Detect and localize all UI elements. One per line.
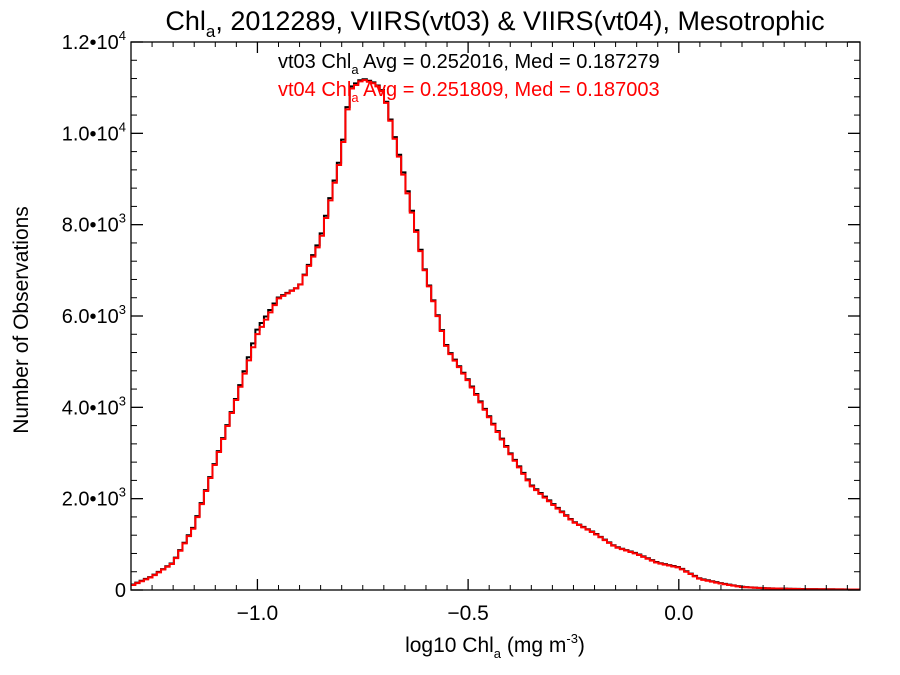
annotation-vt03: vt03 Chla Avg = 0.252016, Med = 0.187279: [278, 51, 660, 77]
series-vt03-line: [131, 78, 860, 591]
chart-title: Chla, 2012289, VIIRS(vt03) & VIIRS(vt04)…: [165, 6, 824, 41]
y-axis-label: Number of Observations: [10, 206, 33, 434]
y-tick-label: 4.0•103: [62, 393, 126, 419]
plot-frame: [130, 41, 861, 591]
x-tick-label: −1.0: [237, 602, 278, 625]
x-tick-label: −0.5: [447, 602, 488, 625]
y-tick-label: 6.0•103: [62, 302, 126, 328]
series-vt04-line: [131, 79, 860, 591]
y-tick-label: 1.2•104: [62, 28, 126, 54]
y-tick-label: 2.0•103: [62, 485, 126, 511]
y-tick-label: 8.0•103: [62, 211, 126, 237]
y-tick-label: 1.0•104: [62, 119, 126, 145]
y-tick-label: 0: [115, 580, 126, 602]
x-axis-label: log10 Chla (mg m-3): [405, 631, 585, 661]
x-tick-label: 0.0: [664, 602, 693, 625]
annotation-vt04: vt04 Chla Avg = 0.251809, Med = 0.187003: [278, 79, 660, 105]
tick-layer: −1.0 −0.5 0.0 0 2.0•103 4.0•103 6.0•103 8.0•103…: [62, 28, 860, 625]
series-layer: [131, 78, 860, 591]
